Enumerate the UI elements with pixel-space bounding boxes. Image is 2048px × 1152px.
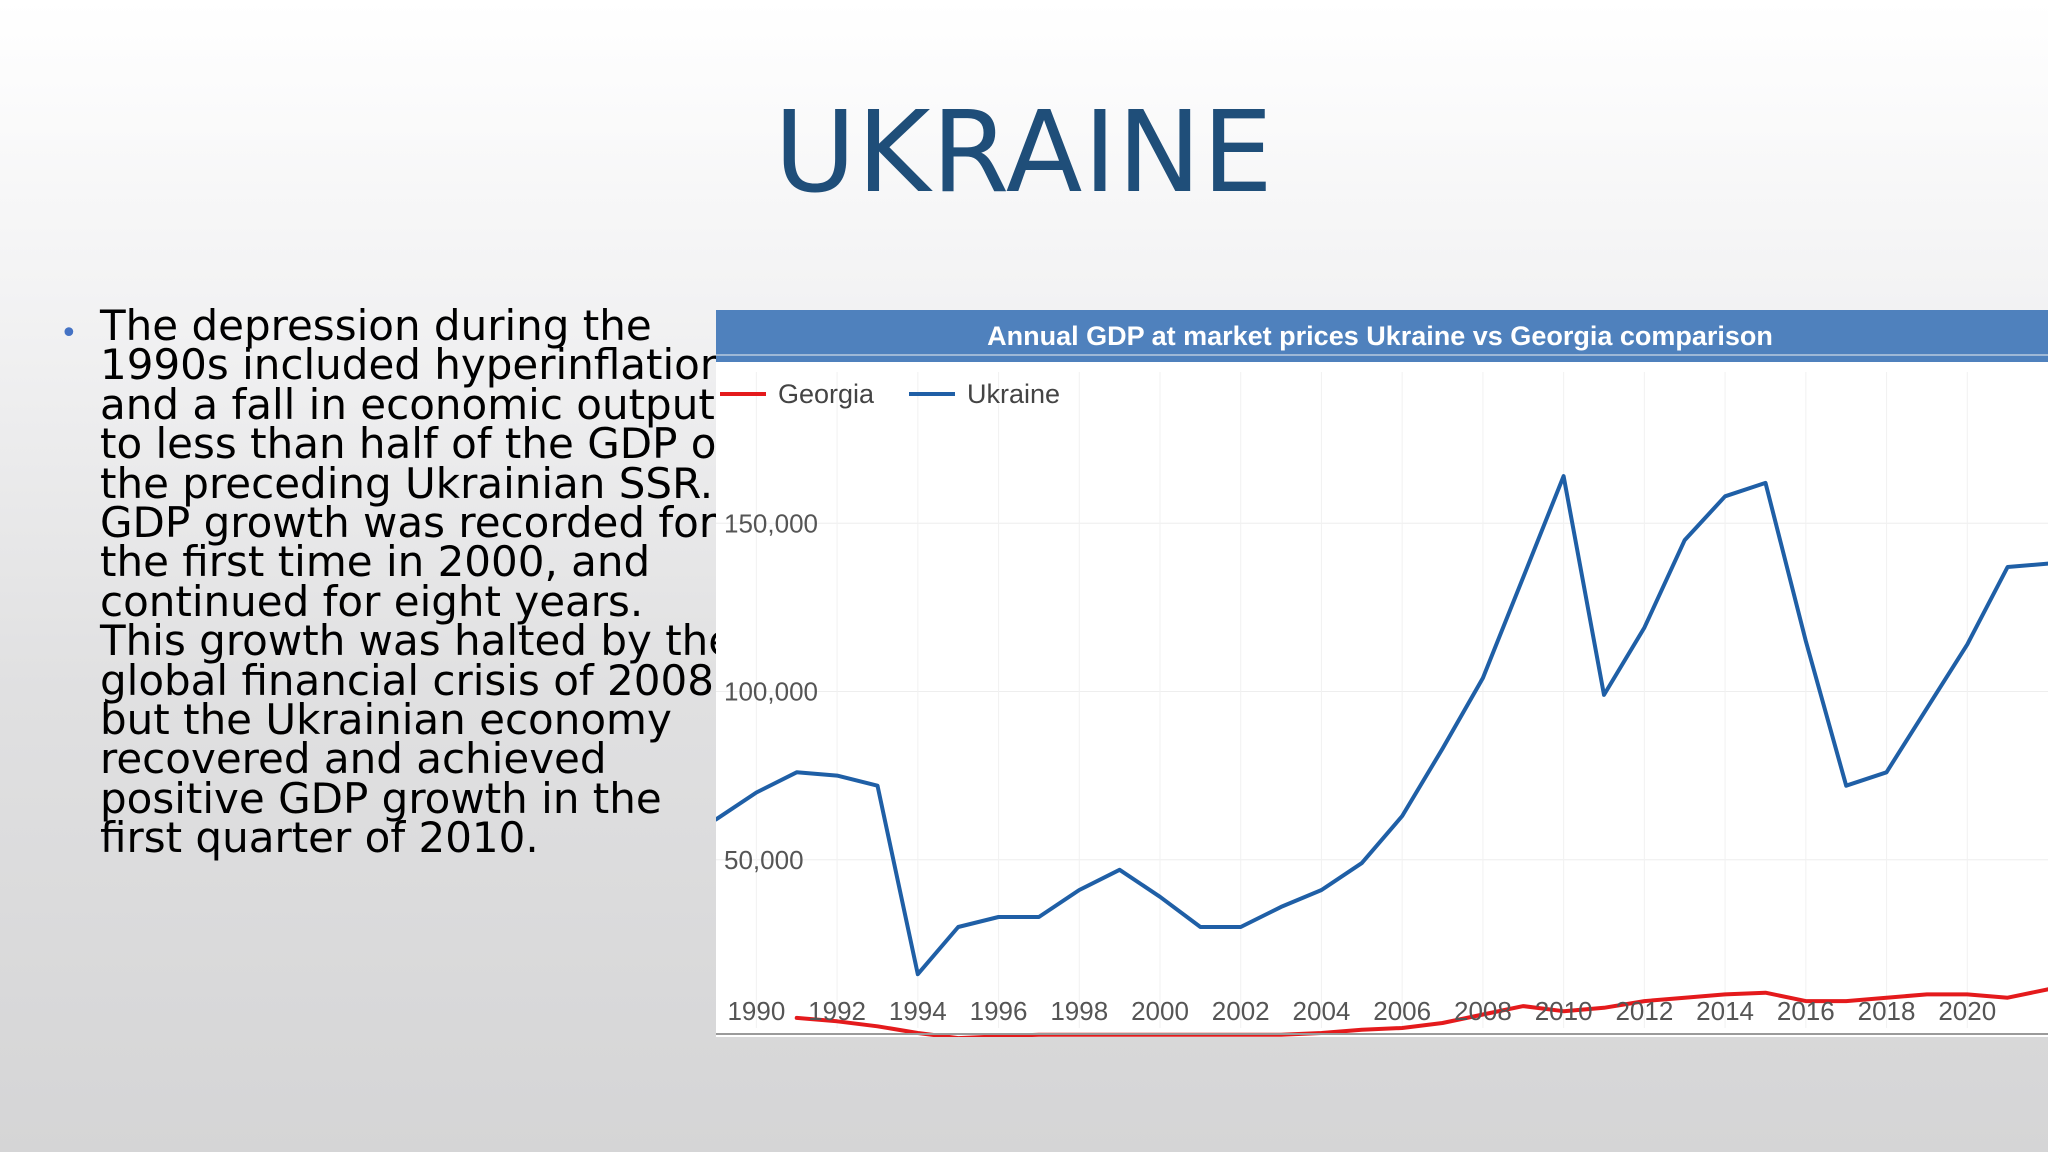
x-tick-label: 2006 xyxy=(1373,996,1431,1026)
x-tick-label: 1996 xyxy=(970,996,1028,1026)
x-tick-label: 2012 xyxy=(1615,996,1673,1026)
x-tick-label: 2010 xyxy=(1535,996,1593,1026)
x-tick-label: 1992 xyxy=(808,996,866,1026)
chart-legend: Georgia Ukraine xyxy=(720,379,1060,409)
series-line-georgia xyxy=(794,987,2048,1037)
chart-title-bar xyxy=(716,310,2048,362)
x-tick-label: 2008 xyxy=(1454,996,1512,1026)
x-tick-label: 1994 xyxy=(889,996,947,1026)
bullet-dot-icon: • xyxy=(60,316,78,351)
tick-layer: 50,000 100,000 150,000 1990 1992 1994 1996 1998… xyxy=(724,508,1996,1026)
x-tick-label: 1990 xyxy=(727,996,785,1026)
x-tick-label: 2014 xyxy=(1696,996,1754,1026)
chart-svg: Annual GDP at market prices Ukraine vs G… xyxy=(716,310,2048,1037)
x-tick-label: 2002 xyxy=(1212,996,1270,1026)
x-tick-label: 2016 xyxy=(1777,996,1835,1026)
chart-title: Annual GDP at market prices Ukraine vs G… xyxy=(987,321,1773,351)
gdp-chart: Annual GDP at market prices Ukraine vs G… xyxy=(716,310,2048,1037)
legend-label-ukraine: Ukraine xyxy=(967,379,1060,409)
grid-layer xyxy=(716,354,2048,1028)
series-layer xyxy=(716,474,2048,1037)
x-tick-label: 2004 xyxy=(1293,996,1351,1026)
x-tick-label: 2020 xyxy=(1938,996,1996,1026)
y-tick-label: 150,000 xyxy=(724,508,818,538)
y-tick-label: 50,000 xyxy=(724,845,804,875)
legend-label-georgia: Georgia xyxy=(778,379,875,409)
x-tick-label: 1998 xyxy=(1050,996,1108,1026)
x-tick-label: 2000 xyxy=(1131,996,1189,1026)
series-line-ukraine xyxy=(716,474,2048,977)
x-tick-label: 2018 xyxy=(1858,996,1916,1026)
bullet-text: The depression during the 1990s included… xyxy=(100,301,735,863)
slide-title: UKRAINE xyxy=(774,88,1274,218)
y-tick-label: 100,000 xyxy=(724,677,818,707)
